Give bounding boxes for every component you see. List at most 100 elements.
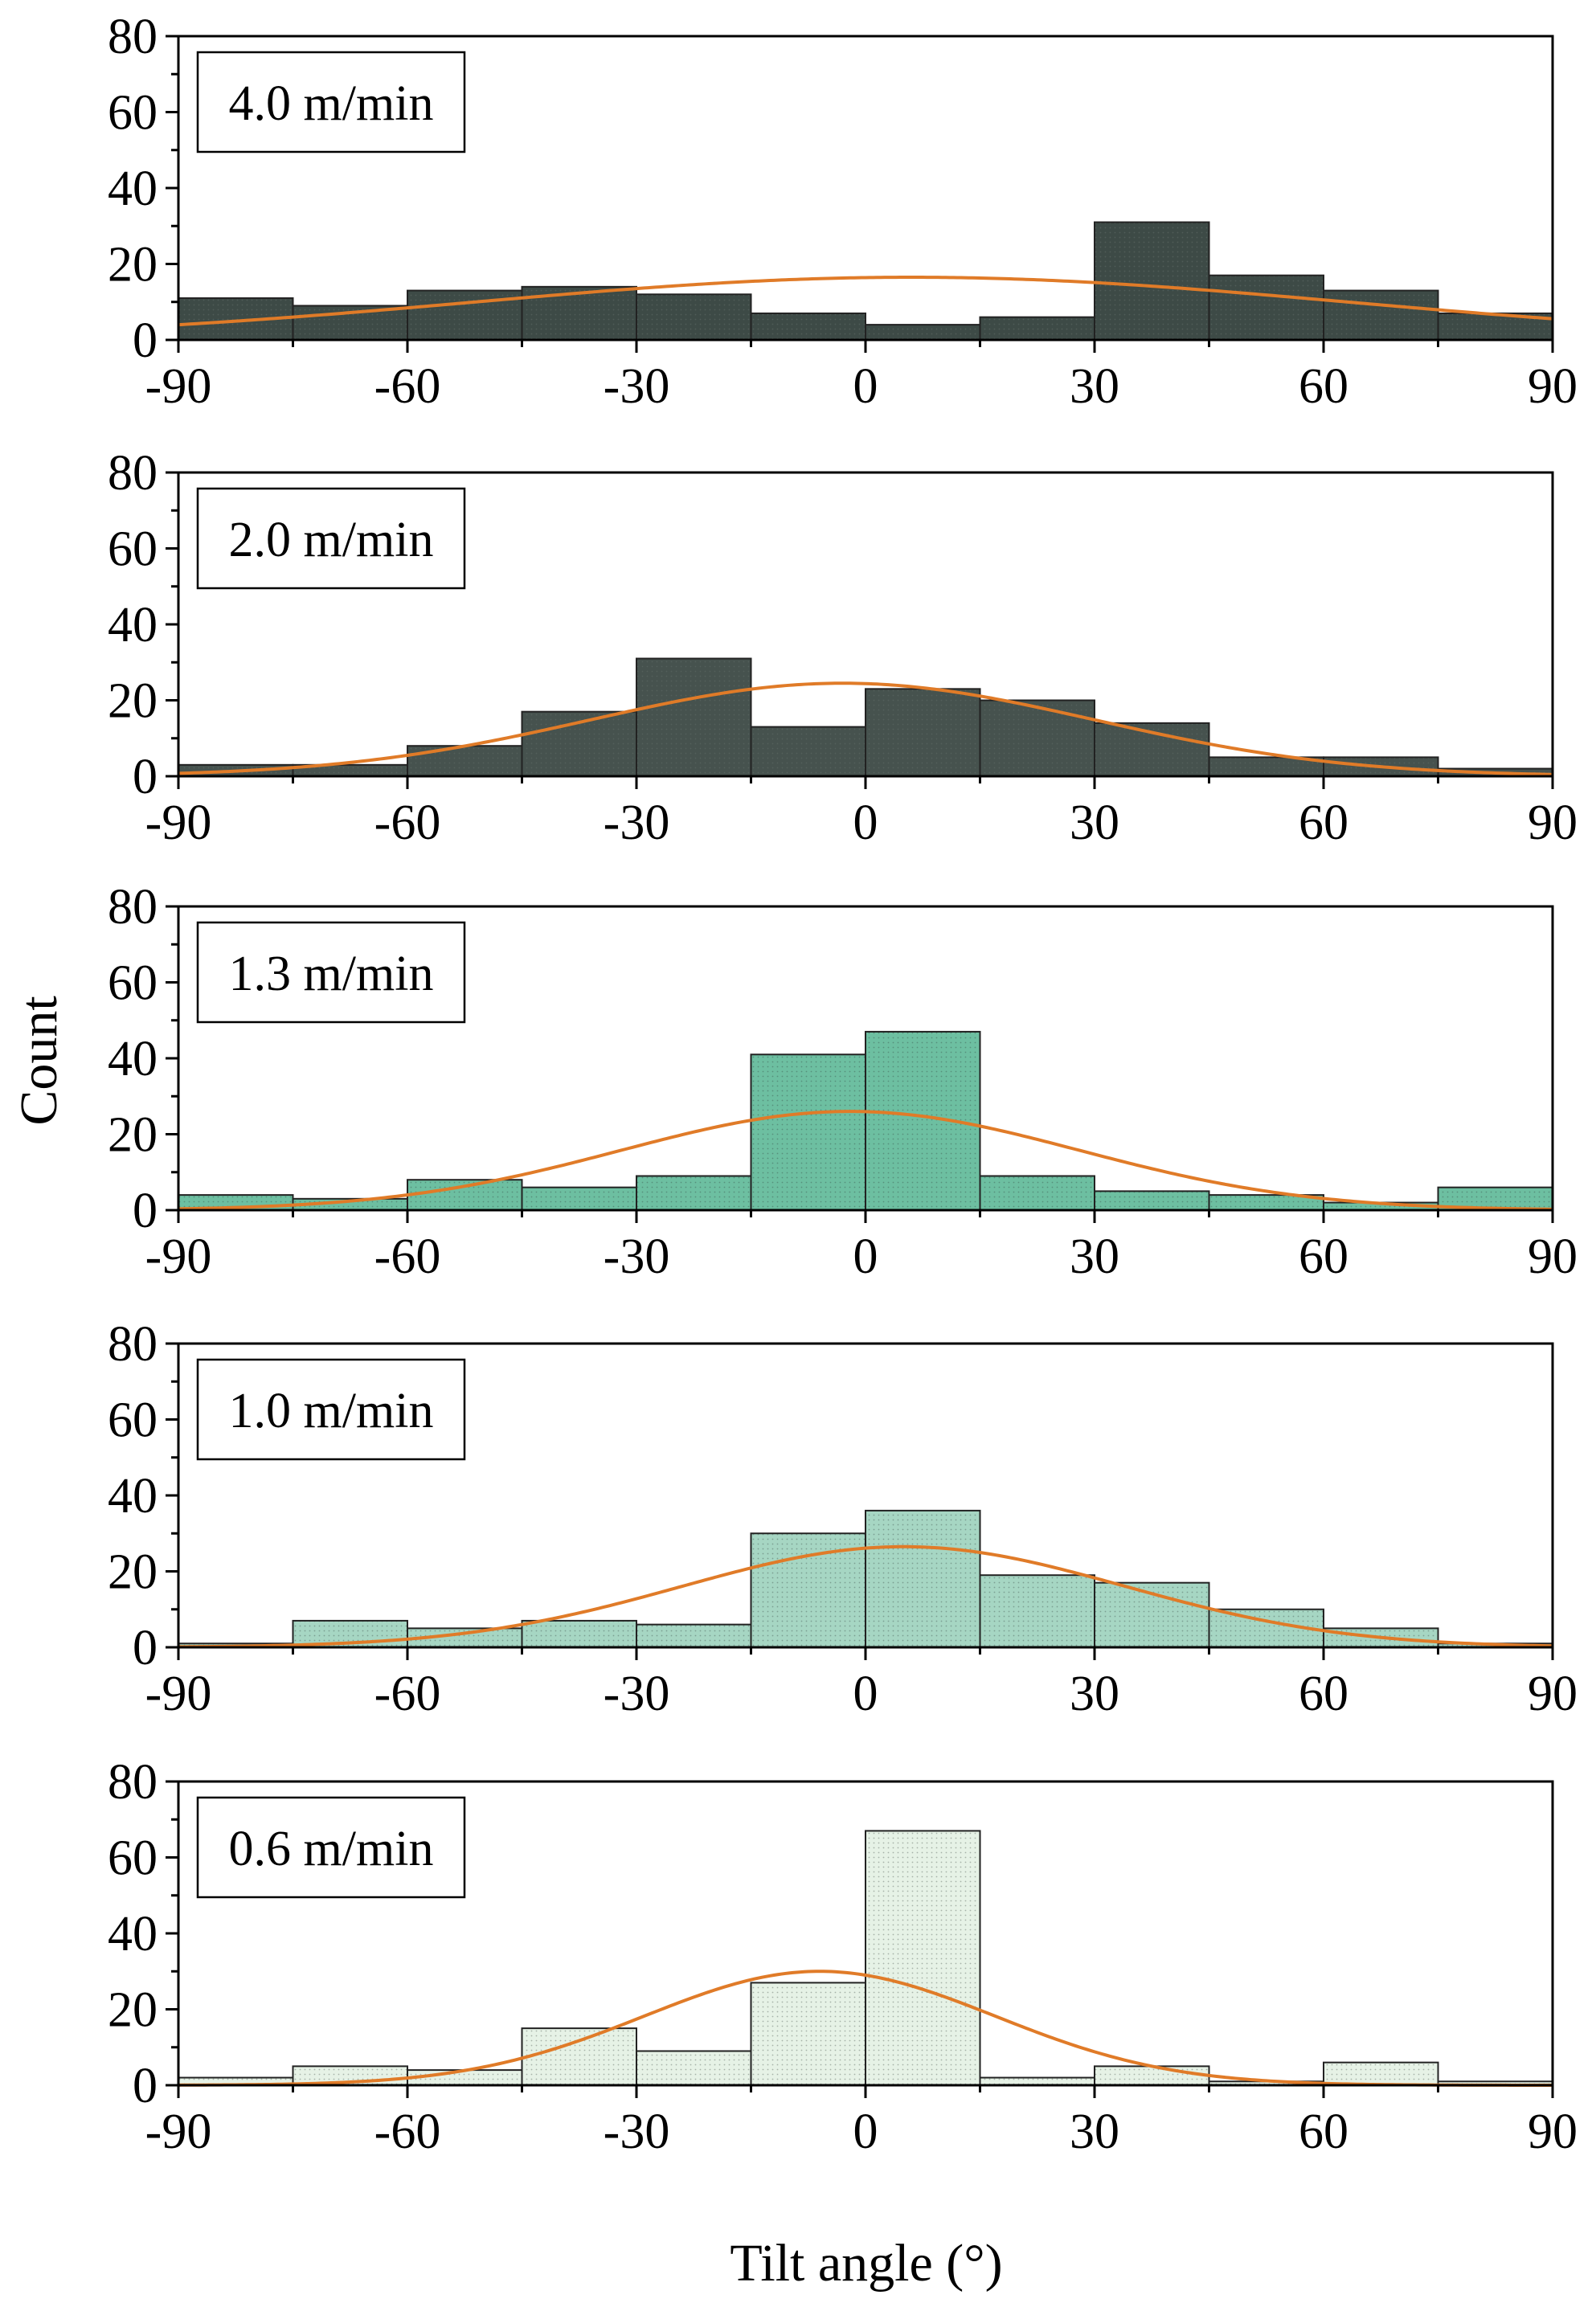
y-tick-label: 80: [108, 446, 158, 501]
panel-label: 1.3 m/min: [229, 947, 434, 1001]
x-tick-label: 30: [1070, 359, 1119, 414]
y-tick-label: 0: [133, 1621, 158, 1675]
histogram-bar: [1094, 2065, 1210, 2086]
x-tick-label: 90: [1528, 1667, 1578, 1721]
histogram-bar: [979, 1574, 1095, 1648]
y-tick-label: 80: [108, 10, 158, 64]
x-tick-label: 90: [1528, 2105, 1578, 2159]
y-tick-label: 60: [108, 956, 158, 1011]
x-tick-label: 60: [1299, 1667, 1348, 1721]
panel-label: 2.0 m/min: [229, 513, 434, 567]
histogram-bar: [979, 699, 1095, 777]
histogram-bar: [1323, 289, 1439, 342]
x-tick-label: -30: [604, 1667, 670, 1721]
y-tick-label: 60: [108, 1831, 158, 1886]
x-tick-label: 0: [853, 1667, 878, 1721]
histogram-bar: [1208, 274, 1324, 341]
histogram-bar: [750, 1982, 866, 2087]
y-tick-label: 40: [108, 1469, 158, 1524]
x-tick-label: -30: [604, 1229, 670, 1284]
x-tick-label: 0: [853, 359, 878, 414]
x-tick-label: -30: [604, 359, 670, 414]
panel-label-box: [196, 51, 466, 153]
gaussian-fit-curve: [178, 276, 1553, 327]
x-tick-label: -90: [145, 2105, 212, 2159]
histogram-bar: [979, 316, 1095, 341]
x-tick-label: 60: [1299, 796, 1348, 850]
y-tick-label: 0: [133, 313, 158, 368]
x-tick-label: 90: [1528, 1229, 1578, 1284]
x-tick-label: 0: [853, 1229, 878, 1284]
gaussian-fit-curve: [178, 1544, 1553, 1649]
y-tick-label: 20: [108, 1108, 158, 1163]
histogram-bar: [865, 324, 981, 342]
x-tick-label: 30: [1070, 1229, 1119, 1284]
x-tick-label: 60: [1299, 1229, 1348, 1284]
histogram-bar: [521, 2027, 637, 2086]
x-tick-label: -30: [604, 796, 670, 850]
histogram-panel-4: -90 -60 -30 0 30 60 90 0 20 40 60 80 1.0 m/min: [108, 1317, 1578, 1721]
x-tick-label: -60: [374, 1667, 441, 1721]
histogram-panel-5: -90 -60 -30 0 30 60 90 0 20 40 60 80 0.6 m/min: [108, 1755, 1578, 2159]
y-tick-label: 80: [108, 1755, 158, 1810]
y-tick-label: 60: [108, 522, 158, 577]
x-tick-label: -90: [145, 359, 212, 414]
histogram-bar: [865, 1830, 981, 2087]
histogram-bar: [750, 1053, 866, 1212]
gaussian-fit-curve: [178, 1110, 1553, 1211]
panel-label-box: [196, 1796, 466, 1899]
x-axis-title: Tilt angle (°): [730, 2234, 1002, 2293]
histogram-bar: [521, 1619, 637, 1649]
histogram-bar: [979, 1175, 1095, 1211]
y-tick-label: 0: [133, 750, 158, 804]
y-tick-label: 20: [108, 238, 158, 292]
histogram-bar: [750, 726, 866, 778]
panel-label-box: [196, 1358, 466, 1461]
y-tick-label: 20: [108, 1983, 158, 2038]
y-tick-label: 40: [108, 1907, 158, 1961]
x-tick-label: -30: [604, 2105, 670, 2159]
x-tick-label: 60: [1299, 359, 1348, 414]
histogram-bar: [750, 1532, 866, 1648]
y-tick-label: 80: [108, 1317, 158, 1372]
histogram-bar: [1094, 221, 1210, 341]
panel-label: 0.6 m/min: [229, 1822, 434, 1876]
y-tick-label: 80: [108, 880, 158, 935]
x-tick-label: 0: [853, 2105, 878, 2159]
y-tick-label: 0: [133, 2059, 158, 2113]
x-tick-label: -60: [374, 359, 441, 414]
histogram-bar: [1323, 2061, 1439, 2086]
histogram-bar: [865, 1030, 981, 1212]
histogram-panels: -90 -60 -30 0 30 60 90 0 20 40 60 80 4.0 m/min -90 -60…: [108, 10, 1578, 2159]
x-tick-label: -90: [145, 796, 212, 850]
histogram-bar: [636, 1175, 752, 1211]
panel-label-box: [196, 921, 466, 1024]
histogram-bar: [865, 1509, 981, 1649]
x-tick-label: 30: [1070, 2105, 1119, 2159]
histogram-bar: [1094, 1190, 1210, 1211]
y-tick-label: 40: [108, 1032, 158, 1086]
panel-label: 4.0 m/min: [229, 76, 434, 131]
y-tick-label: 0: [133, 1184, 158, 1238]
gaussian-fit-curve: [178, 681, 1553, 776]
histogram-panel-1: -90 -60 -30 0 30 60 90 0 20 40 60 80 4.0 m/min: [108, 10, 1578, 414]
histogram-bar: [407, 1179, 523, 1211]
histogram-panel-2: -90 -60 -30 0 30 60 90 0 20 40 60 80 2.0 m/min: [108, 446, 1578, 850]
panel-label: 1.0 m/min: [229, 1384, 434, 1438]
histogram-bar: [636, 293, 752, 341]
histogram-bar: [636, 2050, 752, 2087]
histogram-bar: [407, 745, 523, 778]
histogram-bar: [521, 1186, 637, 1212]
x-tick-label: 0: [853, 796, 878, 850]
x-tick-label: -90: [145, 1229, 212, 1284]
histogram-bar: [636, 1623, 752, 1649]
y-tick-label: 60: [108, 86, 158, 141]
y-axis-title: Count: [10, 996, 68, 1125]
y-tick-label: 40: [108, 162, 158, 216]
x-tick-label: -90: [145, 1667, 212, 1721]
x-tick-label: -60: [374, 2105, 441, 2159]
histogram-bar: [750, 312, 866, 341]
histogram-bar: [636, 657, 752, 778]
gaussian-fit-curve: [178, 1970, 1553, 2087]
